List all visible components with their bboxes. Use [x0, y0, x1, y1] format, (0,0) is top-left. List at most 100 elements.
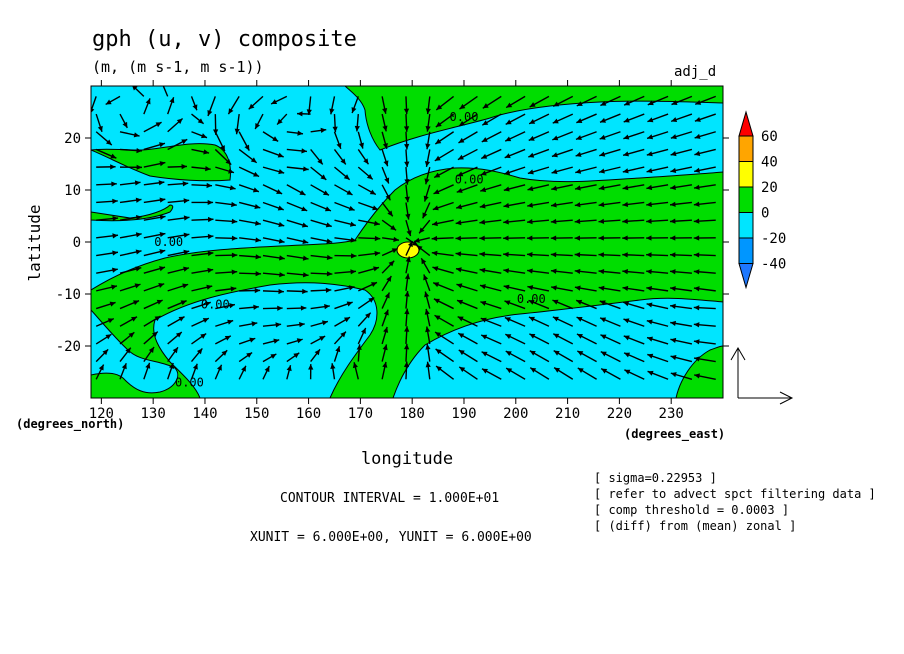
- vector-arrow: [381, 292, 391, 309]
- vector-arrow: [119, 214, 142, 221]
- vector-arrow: [647, 113, 669, 123]
- vector-arrow: [669, 235, 692, 241]
- vector-arrow: [334, 316, 351, 327]
- vector-arrow: [458, 349, 478, 363]
- vector-arrow: [526, 251, 549, 258]
- vector-arrow: [693, 218, 716, 224]
- positive-region-southeast: [675, 345, 723, 398]
- vector-arrow: [458, 113, 478, 127]
- vector-arrow: [431, 250, 454, 257]
- vector-arrow: [527, 166, 550, 175]
- vector-arrow: [286, 130, 304, 136]
- x-tick-label: 130: [141, 406, 166, 422]
- vector-arrow: [503, 284, 526, 292]
- vector-arrow: [425, 113, 431, 132]
- vector-arrow: [550, 218, 573, 225]
- vector-arrow: [238, 201, 261, 210]
- x-tick-label: 150: [244, 406, 269, 422]
- colorbar-segment: [738, 161, 754, 188]
- vector-arrow: [381, 166, 390, 184]
- vector-arrow: [435, 348, 455, 363]
- vector-arrow: [239, 237, 262, 243]
- vector-arrow: [167, 96, 175, 115]
- vector-arrow: [356, 344, 362, 362]
- vector-arrow: [215, 184, 236, 191]
- vector-arrow: [357, 297, 375, 310]
- vector-arrow: [119, 266, 142, 274]
- vector-arrow: [693, 322, 716, 328]
- y-tick-label: 10: [64, 183, 81, 199]
- vector-arrow: [190, 363, 198, 380]
- vector-arrow: [431, 235, 454, 242]
- vector-arrow: [422, 202, 431, 219]
- vector-arrow: [481, 131, 502, 143]
- vector-arrow: [455, 251, 478, 257]
- vector-arrow: [270, 95, 288, 105]
- x-tick-label: 200: [503, 406, 528, 422]
- vector-arrow: [215, 201, 237, 208]
- vector-arrow: [694, 113, 716, 122]
- vector-arrow: [646, 148, 669, 157]
- vector-arrow: [191, 199, 214, 206]
- vector-arrow: [329, 96, 336, 115]
- vector-arrow: [577, 367, 597, 380]
- vector-arrow: [646, 285, 669, 292]
- vector-arrow: [529, 95, 550, 108]
- vector-arrow: [574, 201, 597, 208]
- vector-arrow: [143, 249, 166, 257]
- vector-arrow: [262, 131, 279, 142]
- vector-arrow: [191, 131, 208, 139]
- vector-arrow: [333, 331, 347, 345]
- colorbar-segment: [738, 135, 754, 162]
- colorbar-segment: [738, 263, 754, 290]
- vector-arrow: [505, 367, 526, 380]
- vector-arrow: [479, 235, 502, 241]
- vector-arrow: [358, 250, 381, 257]
- vector-arrow: [576, 316, 597, 327]
- vector-arrow: [404, 326, 410, 344]
- vector-arrow: [551, 148, 573, 158]
- vector-arrow: [167, 249, 190, 257]
- vector-arrow: [416, 244, 431, 257]
- vector-arrow: [167, 215, 190, 221]
- vector-arrow: [215, 303, 236, 310]
- vector-arrow: [119, 131, 140, 138]
- vector-arrow: [227, 96, 240, 115]
- vector-arrow: [286, 184, 306, 196]
- vector-arrow: [503, 184, 526, 192]
- vector-arrow: [693, 269, 716, 275]
- vector-arrow: [381, 260, 395, 274]
- vector-arrow: [191, 333, 207, 345]
- vector-arrow: [647, 95, 669, 106]
- vector-arrow: [334, 166, 351, 181]
- vector-arrow: [286, 322, 305, 328]
- vector-arrow: [143, 98, 151, 115]
- vector-arrow: [310, 184, 330, 196]
- vector-arrow: [262, 353, 277, 363]
- vector-arrow: [381, 113, 388, 132]
- vector-arrow: [670, 184, 693, 190]
- vector-arrow: [600, 368, 621, 380]
- vector-arrow: [418, 219, 431, 234]
- vector-arrow: [238, 148, 258, 164]
- note-line: [ (diff) from (mean) zonal ]: [594, 519, 796, 533]
- vector-arrow: [95, 348, 109, 363]
- vector-arrow: [432, 266, 454, 274]
- vector-arrow: [96, 250, 119, 257]
- vector-arrow: [333, 346, 341, 362]
- vector-arrow: [238, 351, 253, 363]
- vector-arrow: [434, 148, 454, 162]
- vector-arrow: [435, 95, 455, 111]
- vector-arrow: [599, 113, 621, 123]
- vector-arrow: [306, 96, 312, 116]
- vector-arrow: [551, 184, 573, 191]
- vector-arrow: [404, 308, 410, 327]
- vector-field: [91, 86, 716, 380]
- vector-arrow: [455, 219, 478, 226]
- vector-arrow: [334, 253, 357, 259]
- vector-arrow: [334, 301, 353, 310]
- vector-arrow: [143, 266, 166, 274]
- vector-arrow: [238, 131, 250, 151]
- vector-arrow: [694, 373, 716, 380]
- vector-arrow: [623, 131, 645, 140]
